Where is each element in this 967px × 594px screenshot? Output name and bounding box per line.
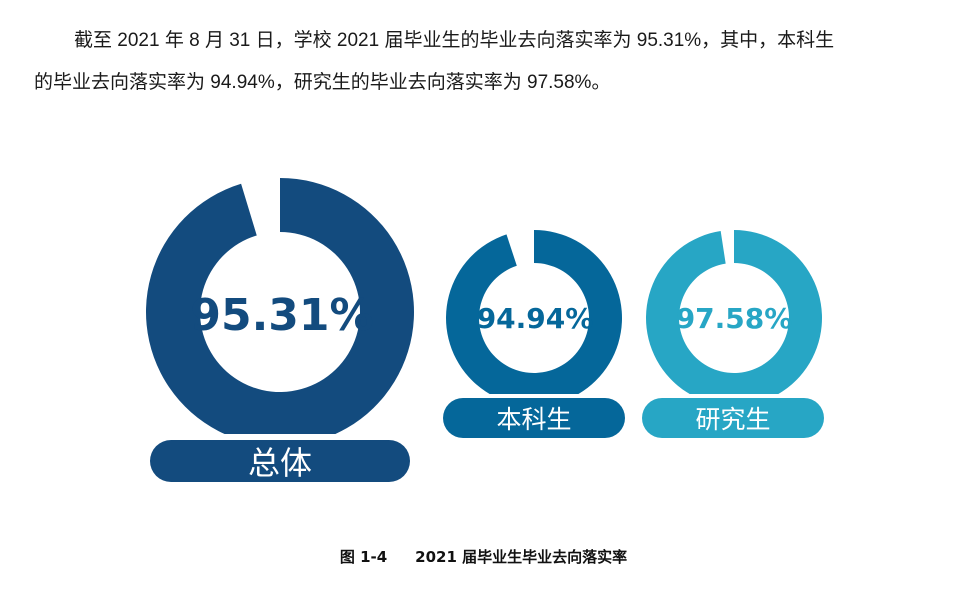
donut-overall-value: 95.31% — [190, 290, 373, 341]
donut-undergraduate-ring — [446, 230, 622, 394]
pill-graduate-label: 研究生 — [695, 405, 770, 434]
summary-line-1: 截至 2021 年 8 月 31 日，学校 2021 届毕业生的毕业去向落实率为… — [34, 20, 944, 62]
donut-overall — [146, 178, 414, 434]
donut-graduate-value: 97.58% — [676, 302, 793, 335]
figure-caption: 图 1-4 2021 届毕业生毕业去向落实率 — [0, 546, 967, 567]
donut-graduate — [646, 230, 822, 394]
pill-overall — [150, 440, 410, 482]
figure-title: 2021 届毕业生毕业去向落实率 — [415, 548, 628, 566]
pill-graduate — [642, 398, 824, 438]
pill-undergraduate — [443, 398, 625, 438]
summary-text-2: 的毕业去向落实率为 94.94%，研究生的毕业去向落实率为 97.58%。 — [34, 72, 611, 93]
pill-overall-label: 总体 — [248, 444, 312, 482]
summary-text-1: 截至 2021 年 8 月 31 日，学校 2021 届毕业生的毕业去向落实率为… — [74, 30, 835, 51]
donut-graduate-ring — [646, 230, 822, 394]
donut-undergraduate — [446, 230, 622, 394]
donut-overall-ring — [146, 178, 414, 434]
figure-number: 图 1-4 — [339, 548, 388, 566]
summary-line-2: 的毕业去向落实率为 94.94%，研究生的毕业去向落实率为 97.58%。 — [34, 62, 944, 104]
summary-paragraph: 截至 2021 年 8 月 31 日，学校 2021 届毕业生的毕业去向落实率为… — [34, 20, 944, 104]
pill-undergraduate-label: 本科生 — [496, 405, 571, 434]
donut-undergraduate-value: 94.94% — [477, 302, 594, 335]
